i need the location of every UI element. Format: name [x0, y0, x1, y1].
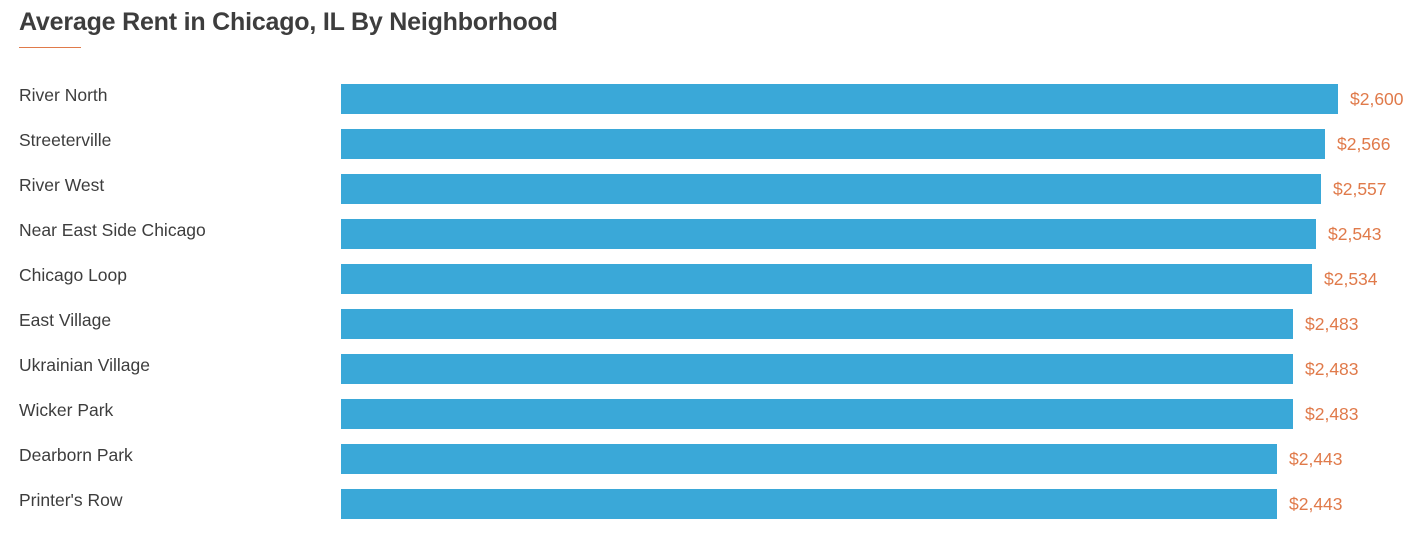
chart-row: River West $2,557 — [0, 174, 1421, 219]
bar — [341, 264, 1312, 294]
value-label: $2,566 — [1337, 134, 1391, 154]
chart-row: Ukrainian Village $2,483 — [0, 354, 1421, 399]
value-label: $2,483 — [1305, 314, 1359, 334]
bar-chart: River North $2,600 Streeterville $2,566 Rive… — [0, 84, 1421, 534]
chart-row: Printer's Row $2,443 — [0, 489, 1421, 534]
value-label: $2,543 — [1328, 224, 1382, 244]
bar — [341, 354, 1293, 384]
chart-title: Average Rent in Chicago, IL By Neighborh… — [19, 8, 558, 36]
value-label: $2,557 — [1333, 179, 1387, 199]
chart-row: Near East Side Chicago $2,543 — [0, 219, 1421, 264]
value-label: $2,600 — [1350, 89, 1404, 109]
bar — [341, 84, 1338, 114]
title-underline — [19, 47, 81, 48]
bar — [341, 399, 1293, 429]
chart-row: Chicago Loop $2,534 — [0, 264, 1421, 309]
bar — [341, 309, 1293, 339]
category-label: Dearborn Park — [19, 445, 133, 465]
bar — [341, 444, 1277, 474]
chart-row: River North $2,600 — [0, 84, 1421, 129]
chart-row: Dearborn Park $2,443 — [0, 444, 1421, 489]
bar — [341, 174, 1321, 204]
category-label: Streeterville — [19, 130, 112, 150]
chart-row: Streeterville $2,566 — [0, 129, 1421, 174]
category-label: Wicker Park — [19, 400, 114, 420]
bar — [341, 489, 1277, 519]
chart-row: Wicker Park $2,483 — [0, 399, 1421, 444]
value-label: $2,443 — [1289, 449, 1343, 469]
category-label: River West — [19, 175, 105, 195]
category-label: River North — [19, 85, 108, 105]
category-label: Near East Side Chicago — [19, 220, 206, 240]
category-label: East Village — [19, 310, 112, 330]
chart-row: East Village $2,483 — [0, 309, 1421, 354]
value-label: $2,483 — [1305, 404, 1359, 424]
value-label: $2,443 — [1289, 494, 1343, 514]
category-label: Ukrainian Village — [19, 355, 151, 375]
bar — [341, 129, 1325, 159]
value-label: $2,534 — [1324, 269, 1378, 289]
category-label: Printer's Row — [19, 490, 123, 510]
value-label: $2,483 — [1305, 359, 1359, 379]
bar — [341, 219, 1316, 249]
category-label: Chicago Loop — [19, 265, 127, 285]
